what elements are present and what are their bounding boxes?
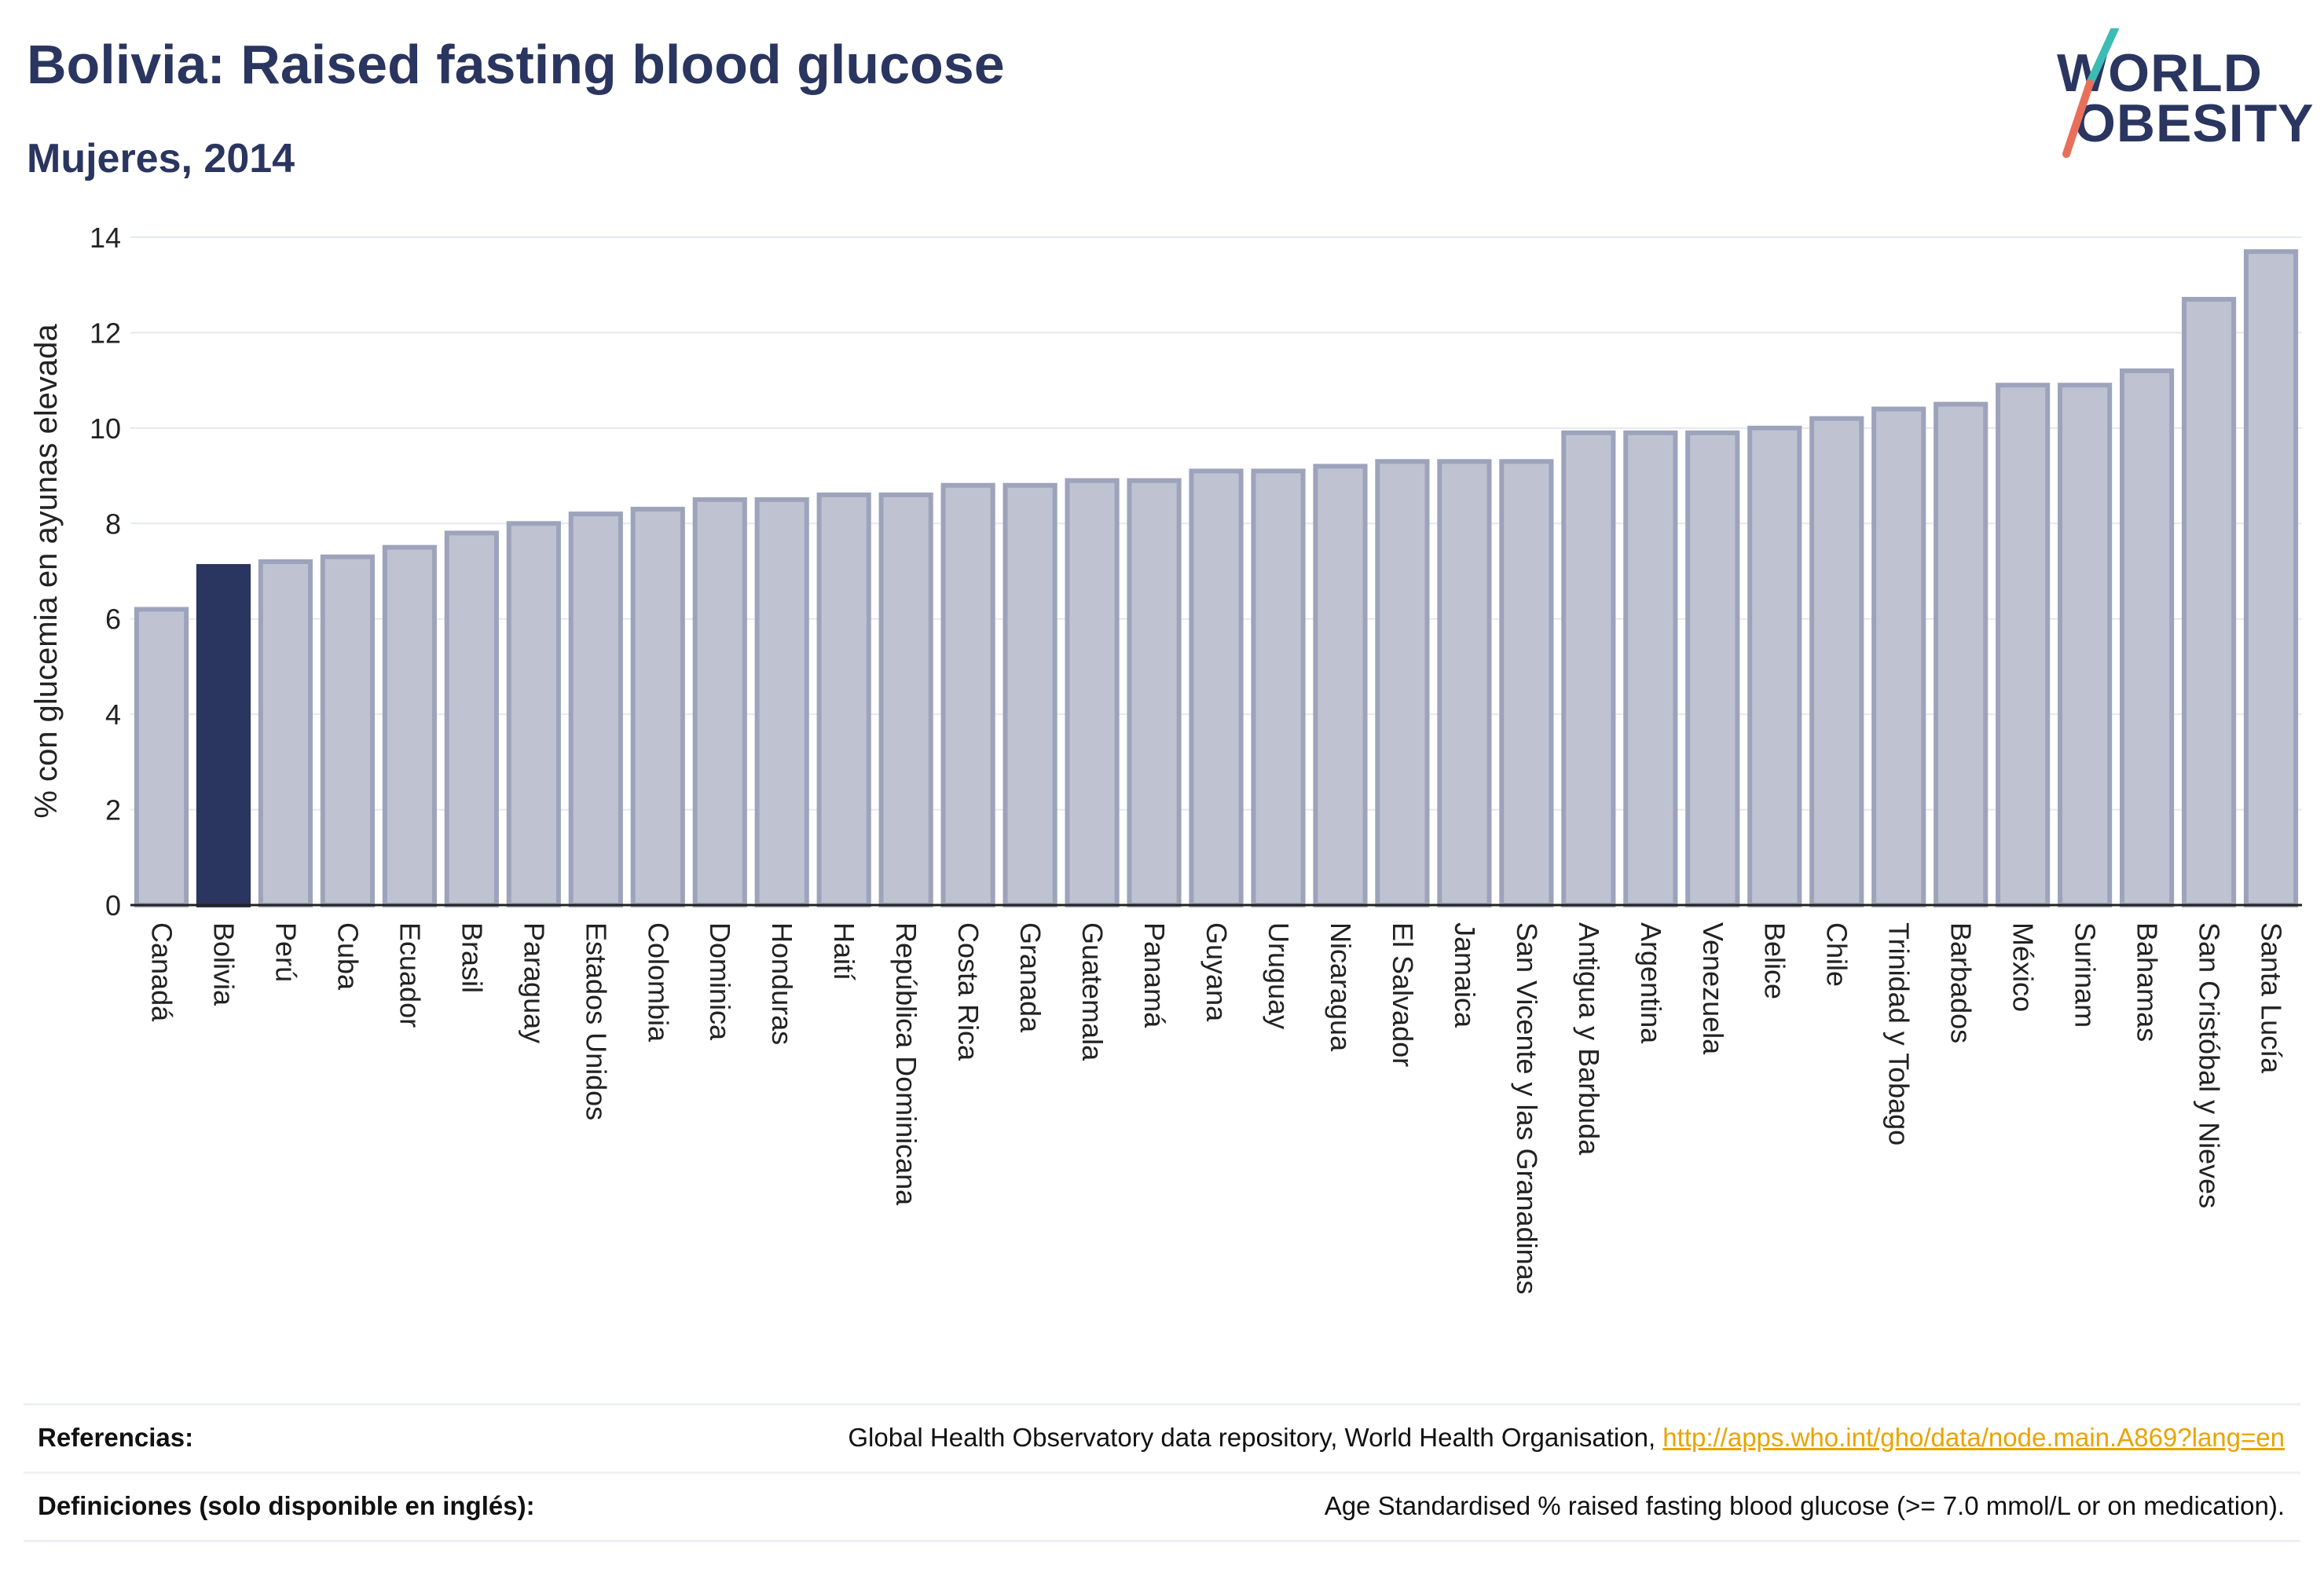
bar bbox=[692, 497, 747, 907]
bar bbox=[1003, 482, 1058, 907]
bar bbox=[1934, 401, 1989, 907]
bar bbox=[1437, 459, 1492, 908]
x-tick-label: Dominica bbox=[704, 922, 736, 1041]
definitions-row: Definiciones (solo disponible en inglés)… bbox=[24, 1474, 2300, 1542]
x-tick-label: Chile bbox=[1821, 922, 1853, 987]
x-tick-label: Antigua y Barbuda bbox=[1573, 922, 1605, 1156]
y-axis-label: % con glucemia en ayunas elevada bbox=[29, 324, 64, 819]
definitions-text: Age Standardised % raised fasting blood … bbox=[1324, 1491, 2285, 1520]
x-tick-label: Ecuador bbox=[394, 922, 426, 1028]
definitions-label: Definiciones (solo disponible en inglés)… bbox=[38, 1491, 535, 1520]
y-tick-label: 2 bbox=[105, 794, 121, 826]
x-tick-label: Paraguay bbox=[518, 922, 550, 1043]
x-tick-label: Estados Unidos bbox=[580, 922, 612, 1120]
bar bbox=[1189, 468, 1244, 907]
logo-slash-coral bbox=[2062, 79, 2094, 158]
x-tick-label: República Dominicana bbox=[890, 922, 922, 1206]
x-tick-label: Colombia bbox=[642, 922, 674, 1043]
bar bbox=[2243, 249, 2299, 907]
bar bbox=[816, 492, 871, 908]
bar bbox=[1065, 478, 1120, 907]
bar bbox=[940, 482, 995, 907]
world-obesity-logo: WORLD OBESITY bbox=[2043, 28, 2314, 170]
x-tick-label: Barbados bbox=[1945, 922, 1978, 1043]
references-link[interactable]: http://apps.who.int/gho/data/node.main.A… bbox=[1662, 1423, 2285, 1452]
references-label: Referencias: bbox=[38, 1423, 194, 1452]
bar bbox=[1623, 430, 1678, 907]
logo-text-obesity: OBESITY bbox=[2074, 93, 2315, 153]
x-tick-label: Nicaragua bbox=[1325, 922, 1357, 1052]
x-tick-label: Guyana bbox=[1200, 922, 1233, 1022]
x-tick-label: Granada bbox=[1014, 922, 1047, 1033]
bar bbox=[2058, 383, 2113, 907]
x-tick-label: Belice bbox=[1759, 922, 1791, 999]
bar bbox=[196, 563, 251, 907]
x-tick-label: Perú bbox=[269, 922, 302, 982]
logo-slash-teal bbox=[2086, 28, 2119, 87]
x-tick-label: Guatemala bbox=[1076, 922, 1109, 1061]
x-tick-label: Bahamas bbox=[2132, 922, 2164, 1042]
references-value: Global Health Observatory data repositor… bbox=[848, 1423, 2285, 1453]
y-tick-label: 0 bbox=[105, 889, 121, 922]
bar bbox=[1127, 478, 1182, 907]
y-tick-label: 6 bbox=[105, 603, 121, 636]
bar bbox=[754, 497, 809, 907]
bar bbox=[1251, 468, 1306, 907]
x-tick-label: Haití bbox=[828, 922, 860, 980]
bar bbox=[258, 559, 313, 907]
x-tick-label: Venezuela bbox=[1697, 922, 1729, 1055]
x-tick-label: Panamá bbox=[1138, 922, 1171, 1028]
bar bbox=[134, 607, 189, 907]
x-tick-label: México bbox=[2007, 922, 2040, 1012]
bar bbox=[1313, 464, 1368, 907]
x-tick-label: Surinam bbox=[2069, 922, 2102, 1028]
chart-subtitle: Mujeres, 2014 bbox=[27, 136, 295, 181]
bar bbox=[1561, 430, 1616, 907]
bar bbox=[506, 521, 561, 907]
bar bbox=[2119, 368, 2175, 907]
x-tick-label: Trinidad y Tobago bbox=[1883, 922, 1915, 1145]
y-tick-label: 12 bbox=[90, 317, 121, 349]
bar bbox=[382, 544, 437, 907]
x-tick-label: Cuba bbox=[332, 922, 364, 991]
x-tick-label: Uruguay bbox=[1263, 922, 1295, 1029]
bar bbox=[1871, 406, 1926, 908]
x-tick-label: San Vicente y las Granadinas bbox=[1511, 922, 1543, 1295]
bar bbox=[878, 492, 933, 908]
x-tick-label: Jamaica bbox=[1449, 922, 1481, 1028]
x-tick-label: Bolivia bbox=[207, 922, 240, 1006]
bar bbox=[1809, 416, 1864, 907]
bar bbox=[2181, 296, 2237, 907]
logo-slash-icon bbox=[2062, 28, 2119, 158]
x-tick-label: Canadá bbox=[145, 922, 178, 1022]
bar bbox=[320, 554, 375, 907]
footer-table: Referencias: Global Health Observatory d… bbox=[24, 1403, 2300, 1542]
bar-chart: 0 2 4 6 8 10 12 14 % con glucemia en ayunas elev… bbox=[29, 222, 2302, 1295]
y-tick-label: 4 bbox=[105, 698, 121, 731]
bar bbox=[1375, 459, 1430, 908]
x-tick-label: Honduras bbox=[766, 922, 798, 1045]
bar bbox=[1996, 383, 2051, 907]
references-row: Referencias: Global Health Observatory d… bbox=[24, 1406, 2300, 1474]
y-tick-label: 14 bbox=[90, 222, 121, 254]
x-tick-label: Costa Rica bbox=[952, 922, 984, 1061]
x-tick-label: Argentina bbox=[1635, 922, 1667, 1044]
chart-title: Bolivia: Raised fasting blood glucose bbox=[27, 34, 1005, 95]
x-tick-label: Brasil bbox=[456, 922, 488, 993]
x-tick-label: El Salvador bbox=[1387, 922, 1419, 1067]
bar bbox=[630, 507, 685, 907]
y-tick-label: 10 bbox=[90, 412, 121, 445]
bar bbox=[444, 530, 499, 907]
x-tick-label: San Cristóbal y Nieves bbox=[2194, 922, 2226, 1208]
bar bbox=[1499, 459, 1554, 908]
y-tick-label: 8 bbox=[105, 508, 121, 540]
bar bbox=[1685, 430, 1740, 907]
references-text: Global Health Observatory data repositor… bbox=[848, 1423, 1663, 1452]
bar bbox=[568, 511, 623, 907]
bar bbox=[1747, 425, 1802, 908]
x-tick-label: Santa Lucía bbox=[2256, 922, 2288, 1074]
